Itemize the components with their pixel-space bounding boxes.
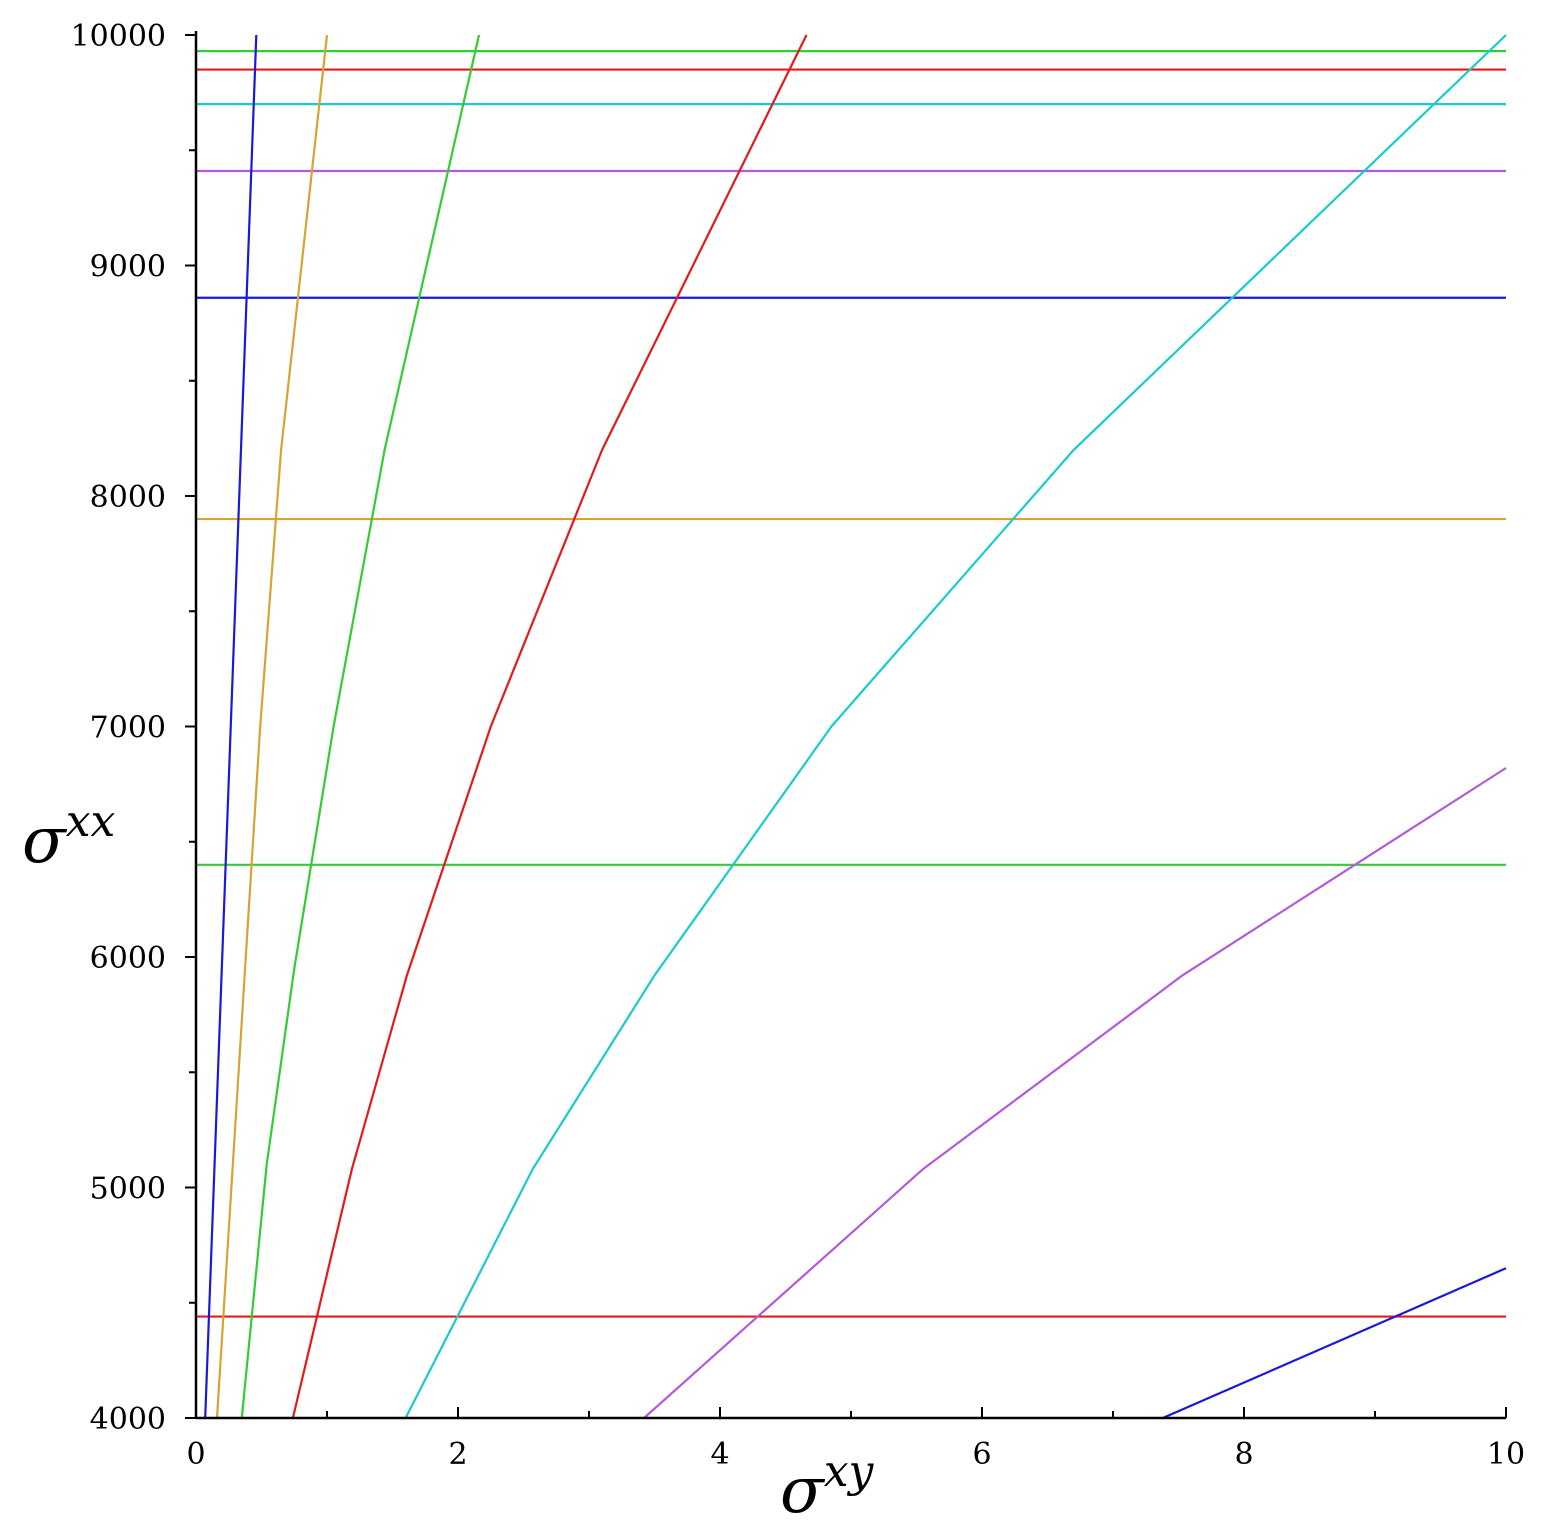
x-axis-label: σxy — [780, 1446, 875, 1528]
y-tick-label-1: 5000 — [90, 1172, 166, 1207]
x-tick-label-1: 2 — [448, 1437, 467, 1472]
series-line-3 — [291, 34, 808, 1419]
series-line-1 — [215, 34, 329, 1419]
series-line-6 — [1162, 1267, 1507, 1420]
plot-lines — [196, 34, 1507, 1420]
y-tick-label-5: 9000 — [90, 250, 166, 285]
y-axis-label-base: σ — [22, 804, 68, 878]
x-axis-label-base: σ — [780, 1454, 826, 1528]
series-line-5 — [643, 767, 1507, 1419]
x-tick-label-3: 6 — [972, 1437, 991, 1472]
x-tick-label-2: 4 — [710, 1437, 729, 1472]
series-line-4 — [404, 34, 1507, 1419]
x-tick-label-0: 0 — [186, 1437, 205, 1472]
series-line-0 — [204, 34, 258, 1419]
ticks: 0 2 4 6 8 10 4000 5000 6000 7000 8000 9000 10000 — [71, 19, 1526, 1472]
y-axis-label: σxx — [22, 796, 116, 878]
series-line-2 — [240, 34, 481, 1419]
y-tick-label-0: 4000 — [90, 1402, 166, 1437]
y-tick-label-3: 7000 — [90, 711, 166, 746]
x-tick-label-4: 8 — [1234, 1437, 1253, 1472]
y-tick-label-2: 6000 — [90, 941, 166, 976]
y-tick-label-6: 10000 — [71, 19, 166, 54]
x-tick-label-5: 10 — [1487, 1437, 1525, 1472]
axes — [194, 31, 1506, 1420]
y-tick-label-4: 8000 — [90, 480, 166, 515]
y-axis-label-sup: xx — [66, 796, 116, 847]
x-axis-label-sup: xy — [824, 1446, 875, 1497]
